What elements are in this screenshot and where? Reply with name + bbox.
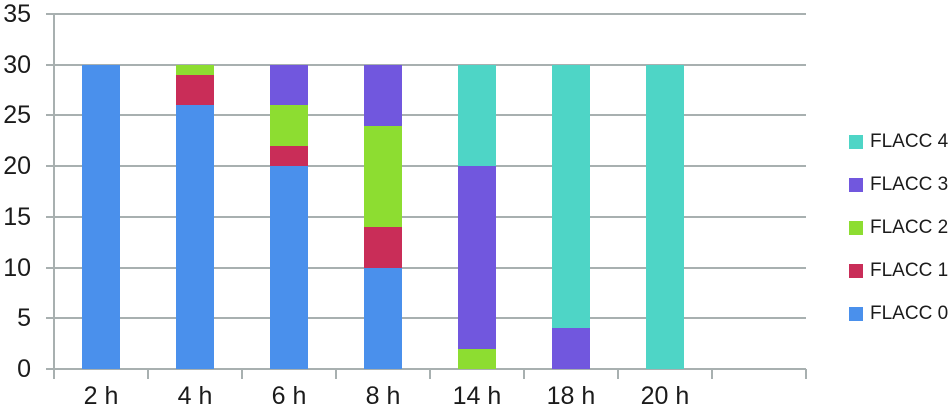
legend-label: FLACC 2: [870, 217, 949, 238]
bar-segment-6h-FLACC-0: [270, 166, 308, 369]
y-axis-tick-30: [46, 63, 59, 66]
x-axis-label-4h: 4 h: [177, 382, 213, 410]
legend-swatch-flacc-4: [849, 135, 863, 149]
bar-segment-8h-FLACC-2: [364, 125, 402, 227]
bar-segment-20h-FLACC-4: [646, 64, 684, 369]
bar-segment-6h-FLACC-1: [270, 145, 308, 167]
bar-segment-14h-FLACC-4: [458, 64, 496, 167]
x-axis-tick-5: [523, 369, 525, 379]
legend-label: FLACC 0: [870, 303, 949, 324]
legend-swatch-flacc-3: [849, 178, 863, 192]
x-axis-tick-0: [53, 369, 55, 379]
legend-item-flacc-2: FLACC 2: [849, 218, 948, 238]
gridline-25: [54, 114, 806, 117]
legend-label: FLACC 3: [870, 174, 949, 195]
legend-item-flacc-3: FLACC 3: [849, 175, 948, 195]
bar-segment-18h-FLACC-4: [552, 64, 590, 329]
bar-segment-14h-FLACC-2: [458, 348, 496, 369]
x-axis-label-8h: 8 h: [365, 382, 401, 410]
x-axis-label-6h: 6 h: [271, 382, 307, 410]
y-axis-label-30: 30: [3, 50, 31, 79]
y-axis-label-20: 20: [3, 152, 31, 181]
gridline-20: [54, 165, 806, 168]
legend-label: FLACC 4: [870, 131, 949, 152]
bar-segment-6h-FLACC-3: [270, 64, 308, 106]
gridline-10: [54, 266, 806, 269]
bar-segment-6h-FLACC-2: [270, 105, 308, 146]
x-axis-label-20h: 20 h: [640, 382, 690, 410]
legend-swatch-flacc-1: [849, 264, 863, 278]
x-axis-tick-3: [335, 369, 337, 379]
x-axis-label-2h: 2 h: [83, 382, 119, 410]
y-axis-label-0: 0: [17, 355, 31, 383]
bar-segment-4h-FLACC-0: [176, 105, 214, 369]
y-axis-tick-35: [46, 13, 59, 15]
legend-label: FLACC 1: [870, 260, 949, 281]
gridline-5: [54, 317, 806, 320]
legend-swatch-flacc-0: [849, 307, 863, 321]
y-axis-label-5: 5: [17, 304, 31, 333]
x-axis-label-14h: 14 h: [452, 382, 502, 410]
bar-segment-8h-FLACC-0: [364, 267, 402, 369]
y-axis-line: [53, 14, 55, 379]
y-axis-tick-10: [46, 266, 59, 269]
x-axis-tick-2: [241, 369, 243, 379]
legend-item-flacc-0: FLACC 0: [849, 304, 948, 324]
bar-segment-8h-FLACC-1: [364, 227, 402, 268]
gridline-30: [54, 63, 806, 66]
gridline-15: [54, 215, 806, 218]
y-axis-label-25: 25: [3, 101, 31, 130]
y-axis-tick-20: [46, 165, 59, 168]
legend-item-flacc-1: FLACC 1: [849, 261, 948, 281]
legend-swatch-flacc-2: [849, 221, 863, 235]
bar-segment-4h-FLACC-1: [176, 74, 214, 106]
bar-segment-18h-FLACC-3: [552, 328, 590, 369]
y-axis-tick-15: [46, 215, 59, 218]
y-axis-label-15: 15: [3, 202, 31, 231]
y-axis-tick-25: [46, 114, 59, 117]
gridline-35: [54, 13, 806, 15]
bar-segment-14h-FLACC-3: [458, 166, 496, 349]
y-axis-tick-5: [46, 317, 59, 320]
legend-item-flacc-4: FLACC 4: [849, 132, 948, 152]
x-axis-tick-1: [147, 369, 149, 379]
x-axis-label-18h: 18 h: [546, 382, 596, 410]
x-axis-tick-6: [617, 369, 619, 379]
y-axis-label-10: 10: [3, 253, 31, 282]
bar-segment-2h-FLACC-0: [82, 64, 120, 369]
legend: FLACC 4 FLACC 3 FLACC 2 FLACC 1 FLACC 0: [849, 132, 948, 324]
y-axis-tick-0: [46, 368, 59, 370]
bar-segment-4h-FLACC-2: [176, 64, 214, 75]
x-axis-tick-4: [429, 369, 431, 379]
y-axis-label-35: 35: [3, 0, 31, 28]
x-axis-tick-8: [805, 369, 807, 379]
x-axis-tick-7: [711, 369, 713, 379]
bar-segment-8h-FLACC-3: [364, 64, 402, 126]
